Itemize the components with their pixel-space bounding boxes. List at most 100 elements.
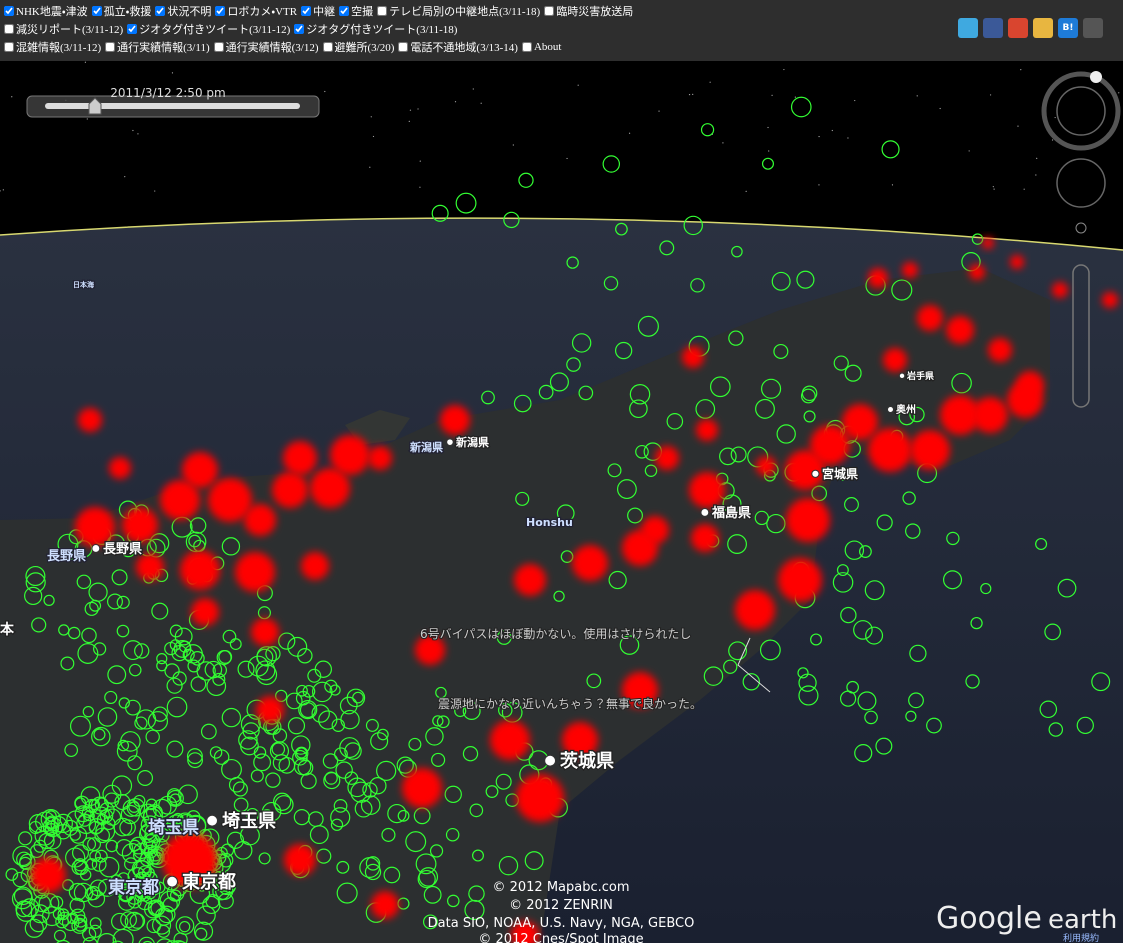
tweet-marker	[951, 372, 972, 394]
layer-option[interactable]: 状況不明	[155, 3, 211, 19]
layer-option[interactable]: 通行実績情報(3/12)	[213, 39, 319, 55]
tweet-marker	[139, 803, 157, 821]
tweet-marker	[603, 276, 619, 291]
tweet-marker	[810, 633, 823, 646]
tweet-marker	[190, 650, 205, 666]
report-marker	[883, 348, 907, 372]
tweet-marker	[5, 868, 19, 881]
tweet-marker	[742, 673, 760, 691]
layer-option[interactable]: NHK地震・津波	[4, 3, 88, 19]
layer-checkbox[interactable]	[91, 6, 102, 16]
tweet-marker	[141, 885, 161, 905]
report-marker	[490, 720, 530, 760]
report-marker	[511, 921, 539, 943]
terms-link[interactable]: 利用規約	[1063, 932, 1099, 943]
tweet-marker	[53, 813, 73, 834]
hatena-icon[interactable]: B!	[1058, 18, 1078, 38]
twitter-icon[interactable]	[958, 18, 978, 38]
tweet-marker	[89, 917, 102, 930]
tweet-marker	[832, 572, 854, 593]
layer-checkbox[interactable]	[127, 24, 138, 34]
layer-option[interactable]: About	[521, 41, 561, 53]
layer-checkbox[interactable]	[339, 6, 350, 16]
layer-option[interactable]: 孤立・救援	[91, 3, 151, 19]
tweet-marker	[118, 697, 130, 709]
compass-ring[interactable]	[1041, 71, 1121, 151]
layer-option[interactable]: 電話不通地域(3/13-14)	[398, 39, 518, 55]
tweet-marker	[864, 580, 885, 601]
place-dot	[898, 372, 906, 380]
layer-option[interactable]: テレビ局別の中継地点(3/11-18)	[377, 3, 540, 19]
tweet-marker	[69, 715, 91, 737]
tweet-marker	[152, 706, 168, 722]
layer-option[interactable]: ジオタグ付きツイート(3/11-12)	[127, 21, 290, 37]
tweet-marker	[405, 831, 427, 853]
tweet-marker	[18, 856, 32, 870]
tweet-marker	[608, 570, 627, 590]
tweet-marker	[73, 919, 87, 932]
layer-checkbox[interactable]	[322, 42, 333, 52]
share-icon[interactable]	[1083, 18, 1103, 38]
layer-option[interactable]: 避難所(3/20)	[322, 39, 394, 55]
tweet-marker	[111, 569, 128, 586]
layer-option[interactable]: ロボカメ・VTR	[215, 3, 297, 19]
tweet-marker	[66, 912, 79, 924]
report-marker	[1010, 255, 1024, 269]
layer-option[interactable]: 臨時災害放送局	[544, 3, 633, 19]
layer-option[interactable]: 中継	[301, 3, 335, 19]
layer-checkbox[interactable]	[105, 42, 116, 52]
mixi-icon[interactable]	[1033, 18, 1053, 38]
tweet-marker	[435, 686, 447, 699]
timeline-thumb[interactable]	[88, 97, 102, 115]
layer-checkbox[interactable]	[213, 42, 224, 52]
tweet-marker	[91, 857, 107, 872]
star	[324, 90, 326, 93]
tweet-marker	[297, 759, 314, 776]
tweet-marker	[12, 845, 33, 867]
google-plus-icon[interactable]	[1008, 18, 1028, 38]
layer-option[interactable]: 空撮	[339, 3, 373, 19]
place-label: 岩手県	[906, 370, 934, 382]
layer-checkbox[interactable]	[155, 6, 166, 16]
layer-checkbox[interactable]	[4, 24, 14, 34]
layer-checkbox[interactable]	[294, 24, 305, 34]
report-marker	[208, 478, 252, 522]
layer-label: テレビ局別の中継地点(3/11-18)	[389, 6, 541, 18]
toolbar-row: 減災リポート(3/11-12) ジオタグ付きツイート(3/11-12) ジオタグ付き…	[4, 20, 1119, 38]
star	[1023, 188, 1025, 190]
report-marker	[917, 305, 943, 331]
layer-label: ロボカメ・VTR	[227, 6, 298, 18]
tweet-marker	[359, 857, 381, 878]
layer-checkbox[interactable]	[544, 6, 555, 16]
tweet-marker	[454, 704, 467, 718]
star	[1051, 139, 1054, 141]
layer-checkbox[interactable]	[301, 6, 312, 16]
layer-checkbox[interactable]	[215, 6, 226, 16]
star	[992, 186, 994, 188]
report-marker	[696, 419, 718, 441]
layer-checkbox[interactable]	[4, 42, 14, 52]
facebook-icon[interactable]	[983, 18, 1003, 38]
report-marker	[735, 590, 775, 630]
zoom-slider[interactable]	[1072, 264, 1090, 408]
layer-option[interactable]: 通行実績情報(3/11)	[105, 39, 210, 55]
tweet-marker	[116, 595, 130, 609]
layer-option[interactable]: ジオタグ付きツイート(3/11-18)	[294, 21, 457, 37]
tweet-marker	[354, 799, 373, 818]
place-dot	[700, 508, 710, 517]
tweet-marker	[278, 632, 296, 650]
layer-checkbox[interactable]	[377, 6, 388, 16]
layer-checkbox[interactable]	[4, 6, 14, 16]
tweet-marker	[370, 732, 389, 751]
layer-checkbox[interactable]	[521, 42, 532, 52]
tweet-marker	[196, 905, 216, 925]
tweet-marker	[469, 803, 484, 818]
move-control[interactable]	[1056, 158, 1106, 208]
layer-option[interactable]: 減災リポート(3/11-12)	[4, 21, 123, 37]
layer-checkbox[interactable]	[398, 42, 409, 52]
layer-option[interactable]: 混雑情報(3/11-12)	[4, 39, 101, 55]
tweet-marker	[175, 916, 195, 935]
tweet-marker	[330, 818, 344, 831]
tweet-marker	[773, 343, 789, 359]
tweet-marker	[221, 537, 241, 556]
